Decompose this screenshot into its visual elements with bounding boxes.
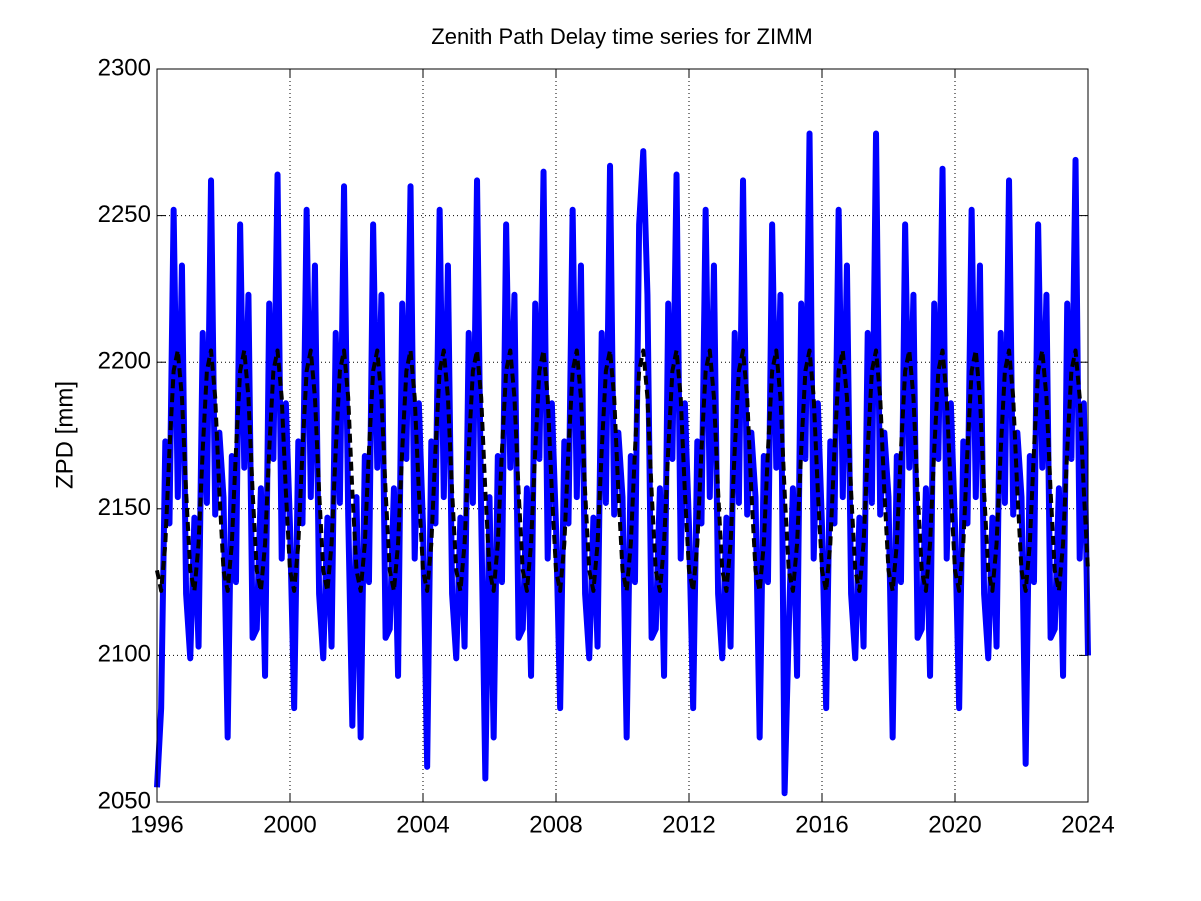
y-tick-label: 2200 <box>98 348 151 375</box>
x-tick-label: 2004 <box>396 811 449 838</box>
x-tick-label: 2020 <box>928 811 981 838</box>
y-tick-label: 2150 <box>98 494 151 521</box>
y-axis-label: ZPD [mm] <box>51 381 78 489</box>
plot-frame <box>156 68 1089 803</box>
series-line <box>155 348 1090 593</box>
x-tick-label: 2016 <box>795 811 848 838</box>
x-tick-label: 1996 <box>130 811 183 838</box>
y-tick-label: 2100 <box>98 641 151 668</box>
y-tick-label: 2250 <box>98 201 151 228</box>
y-tick-label: 2050 <box>98 787 151 814</box>
x-tick-label: 2024 <box>1061 811 1114 838</box>
x-tick-label: 2008 <box>529 811 582 838</box>
chart-title: Zenith Path Delay time series for ZIMM <box>431 24 812 49</box>
y-tick-label: 2300 <box>98 54 151 81</box>
x-tick-label: 2000 <box>263 811 316 838</box>
series-line <box>154 130 1091 797</box>
x-tick-label: 2012 <box>662 811 715 838</box>
